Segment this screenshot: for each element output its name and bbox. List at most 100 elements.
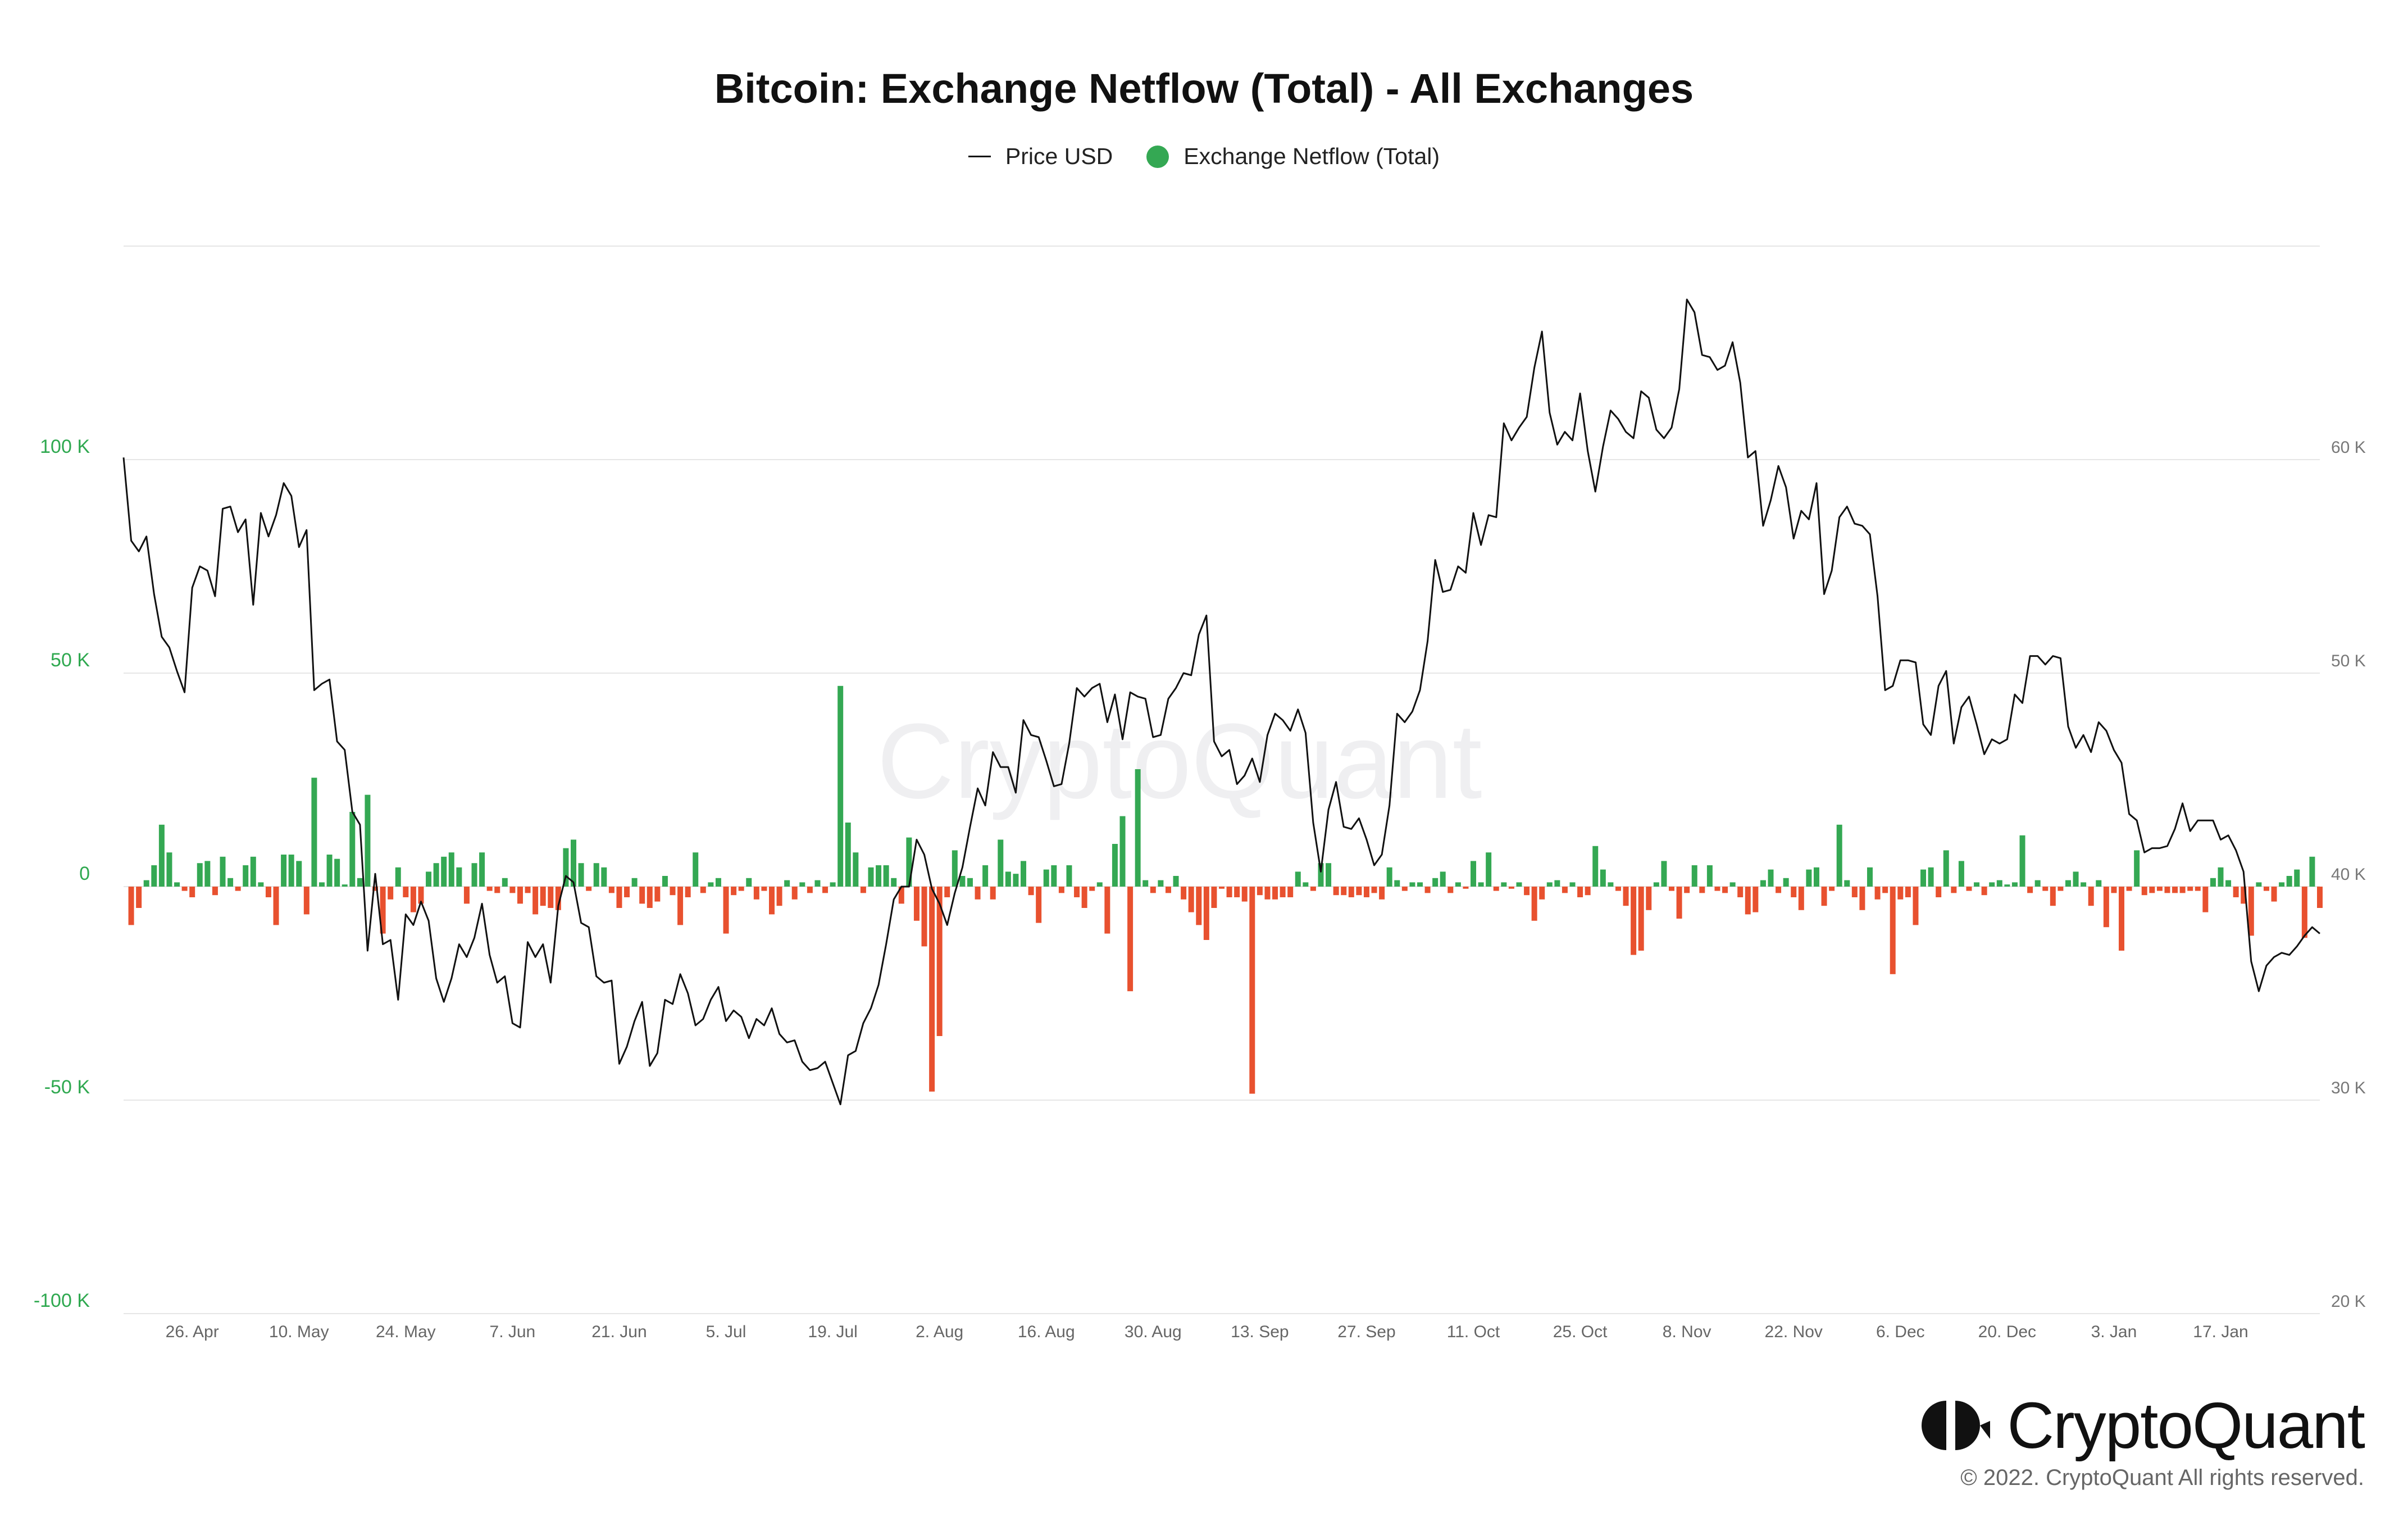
netflow-bar — [2233, 887, 2239, 897]
netflow-bar — [2156, 887, 2163, 891]
netflow-bar — [1958, 861, 1964, 887]
netflow-bar — [2218, 867, 2224, 887]
netflow-bar — [1089, 887, 1095, 891]
netflow-bar — [753, 887, 759, 900]
netflow-bar — [2195, 887, 2201, 891]
netflow-bar — [2011, 882, 2018, 887]
netflow-bar — [1508, 887, 1514, 889]
netflow-bar — [372, 887, 379, 891]
netflow-bar — [380, 887, 386, 934]
netflow-bar — [1226, 887, 1232, 897]
netflow-bar — [1646, 887, 1652, 910]
netflow-bar — [494, 887, 500, 893]
netflow-bar — [243, 865, 249, 887]
netflow-bar — [593, 863, 599, 887]
x-tick-label: 5. Jul — [706, 1323, 746, 1341]
legend-item-netflow[interactable]: Exchange Netflow (Total) — [1146, 143, 1440, 170]
dot-icon — [1146, 145, 1169, 168]
netflow-bar — [1951, 887, 1957, 893]
netflow-bar — [807, 887, 813, 893]
netflow-bar — [250, 856, 256, 887]
netflow-bar — [395, 867, 401, 887]
copyright: © 2022. CryptoQuant All rights reserved. — [1960, 1465, 2364, 1490]
netflow-bar — [1066, 865, 1072, 887]
netflow-bar — [174, 882, 180, 887]
netflow-bar — [1943, 850, 1949, 887]
netflow-bar — [388, 887, 394, 900]
netflow-bar — [776, 887, 782, 906]
netflow-bar — [761, 887, 767, 891]
netflow-bar — [944, 887, 950, 897]
netflow-bar — [509, 887, 516, 893]
netflow-bar — [1539, 887, 1545, 900]
netflow-bar — [441, 856, 447, 887]
netflow-bar — [1531, 887, 1537, 921]
netflow-bar — [1699, 887, 1705, 893]
netflow-bar — [1211, 887, 1217, 908]
netflow-bar — [1486, 852, 1492, 887]
netflow-bar — [2004, 884, 2010, 887]
netflow-bar — [1028, 887, 1034, 896]
netflow-bar — [1081, 887, 1087, 908]
netflow-bar — [1051, 865, 1057, 887]
netflow-bar — [1264, 887, 1271, 900]
netflow-bar — [1851, 887, 1858, 897]
netflow-bar — [631, 878, 638, 887]
netflow-bar — [1859, 887, 1865, 910]
netflow-bar — [998, 839, 1004, 887]
netflow-bar — [433, 863, 439, 887]
netflow-bar — [1318, 863, 1324, 887]
netflow-bar — [410, 887, 416, 912]
legend-item-price[interactable]: Price USD — [968, 143, 1113, 170]
netflow-bar — [418, 887, 424, 904]
netflow-bar — [2042, 887, 2049, 891]
netflow-bar — [1379, 887, 1385, 900]
netflow-bar — [975, 887, 981, 900]
netflow-bar — [1021, 861, 1027, 887]
netflow-bar — [1920, 869, 1927, 887]
netflow-bar — [1158, 880, 1164, 887]
netflow-bar — [471, 863, 477, 887]
netflow-bar — [2096, 880, 2102, 887]
netflow-bar — [2301, 887, 2307, 938]
netflow-bar — [1440, 871, 1446, 887]
netflow-bar — [891, 878, 897, 887]
netflow-bar — [2286, 876, 2292, 887]
netflow-bar — [1013, 874, 1019, 887]
netflow-bar — [1348, 887, 1354, 897]
netflow-bar — [715, 878, 721, 887]
netflow-bar — [1234, 887, 1240, 897]
netflow-bar — [1135, 769, 1141, 887]
netflow-bar — [1280, 887, 1286, 897]
netflow-bar — [1326, 863, 1332, 887]
netflow-bar — [2149, 887, 2155, 893]
netflow-bar — [1821, 887, 1827, 906]
netflow-bar — [700, 887, 706, 893]
cryptoquant-logo-icon — [1922, 1401, 1991, 1450]
netflow-bar — [334, 859, 340, 887]
netflow-bar — [654, 887, 661, 902]
netflow-bar — [639, 887, 645, 904]
y-right-tick-label: 40 K — [2331, 865, 2366, 884]
netflow-bar — [990, 887, 996, 900]
netflow-bar — [1722, 887, 1728, 893]
netflow-bar — [814, 880, 821, 887]
netflow-bar — [2241, 887, 2247, 904]
netflow-bar — [1371, 887, 1377, 893]
netflow-bar — [403, 887, 409, 897]
x-tick-label: 24. May — [376, 1323, 436, 1341]
brand-name: CryptoQuant — [2007, 1389, 2365, 1462]
netflow-bar — [1272, 887, 1278, 900]
x-tick-label: 6. Dec — [1876, 1323, 1925, 1341]
netflow-bar — [1333, 887, 1339, 896]
netflow-bar — [1714, 887, 1720, 891]
netflow-bar — [1463, 887, 1469, 889]
netflow-bar — [1974, 882, 1980, 887]
netflow-bar — [1928, 867, 1934, 887]
x-tick-label: 3. Jan — [2091, 1323, 2137, 1341]
netflow-bar — [1119, 816, 1126, 887]
netflow-bar — [883, 865, 889, 887]
netflow-bar — [349, 812, 356, 887]
netflow-bar — [463, 887, 470, 904]
netflow-bar — [525, 887, 531, 893]
